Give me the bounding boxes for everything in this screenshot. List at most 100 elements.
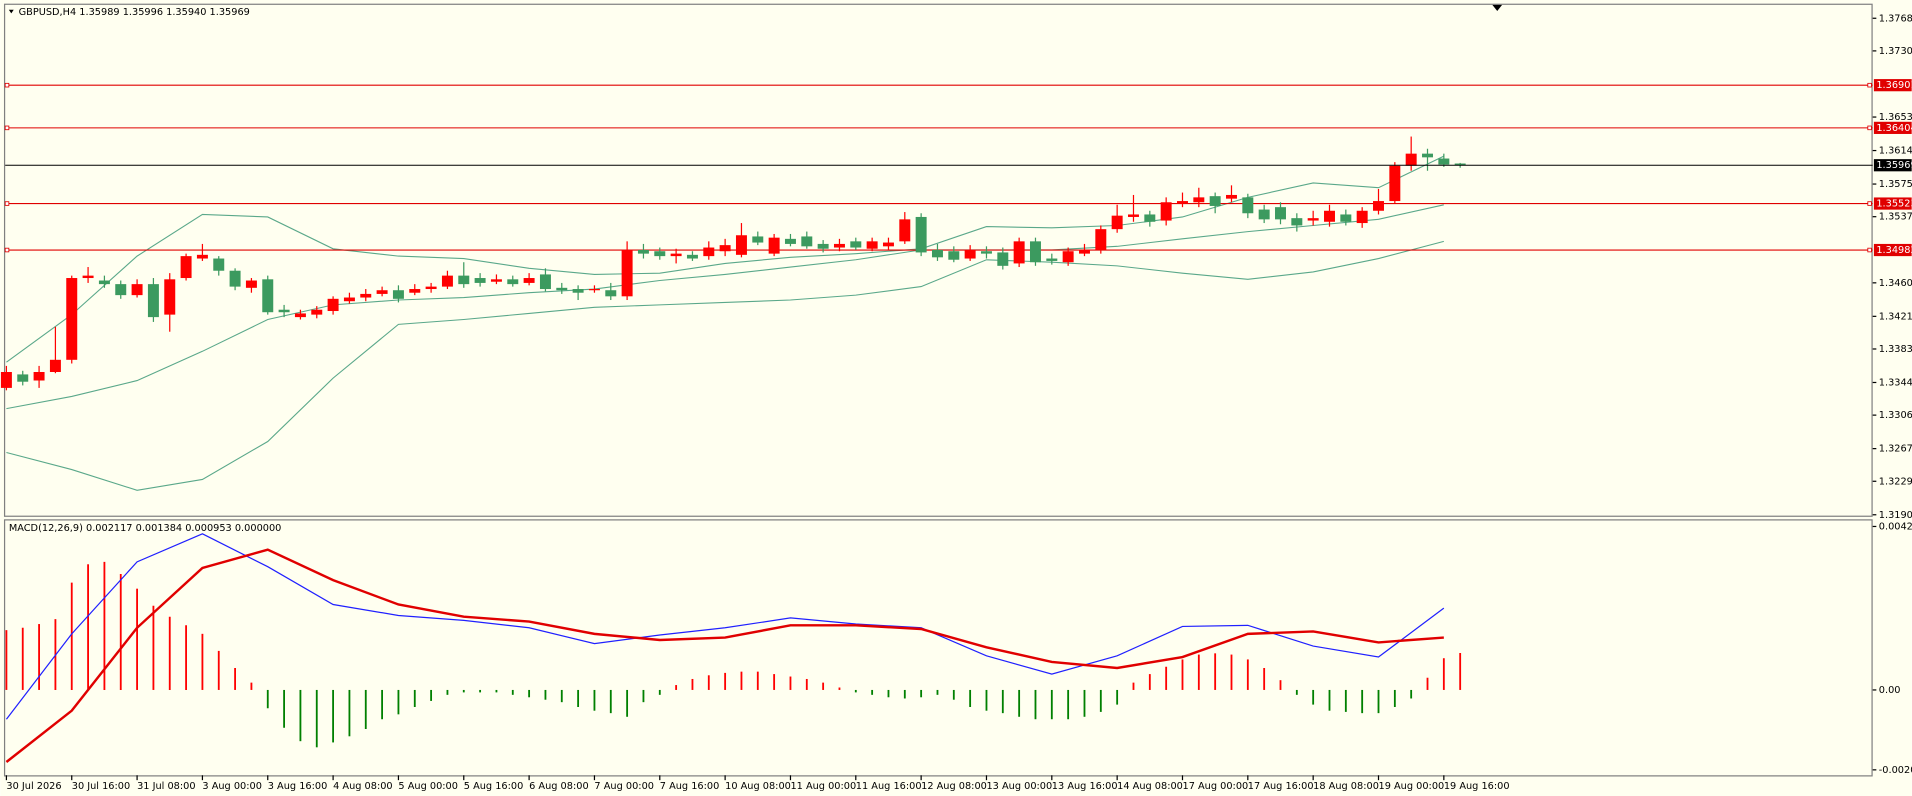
level-handle	[4, 82, 10, 88]
candle-body	[1177, 201, 1188, 204]
y-tick-label: 1.37680	[1879, 13, 1912, 24]
level-label: 1.34982	[1876, 245, 1912, 256]
menu-arrow	[8, 9, 14, 14]
x-tick-label: 6 Aug 08:00	[529, 781, 589, 792]
candle-body	[1062, 251, 1074, 263]
candle-body	[964, 249, 976, 259]
y-tick-label: 1.33440	[1879, 377, 1912, 388]
level-handle	[4, 125, 10, 131]
candle-body	[1258, 209, 1270, 220]
candle-body	[735, 235, 747, 255]
x-tick-label: 13 Aug 16:00	[1052, 781, 1118, 792]
candle-body	[376, 290, 388, 294]
y-tick-label: 1.34210	[1879, 311, 1912, 322]
candle-body	[1438, 158, 1450, 165]
candle-body	[441, 275, 453, 287]
candle-body	[539, 274, 551, 290]
candle-body	[17, 374, 29, 382]
level-label-box	[1873, 243, 1912, 257]
candle-body	[866, 241, 878, 249]
y-tick-label: 1.35370	[1879, 212, 1912, 223]
x-tick-label: 13 Aug 00:00	[986, 781, 1052, 792]
candle-body	[523, 278, 535, 283]
candle-body	[1193, 197, 1205, 203]
candle-body	[311, 309, 323, 315]
candle-body	[931, 249, 943, 258]
x-tick-label: 10 Aug 08:00	[725, 781, 791, 792]
bollinger-middle	[6, 204, 1444, 410]
candle-body	[409, 289, 421, 293]
candle-body	[1013, 241, 1025, 264]
candle-body	[1127, 214, 1139, 217]
level-handle	[1867, 247, 1872, 253]
candle-body	[1209, 196, 1221, 206]
candle-body	[213, 258, 225, 271]
candle-body	[1324, 210, 1335, 222]
candle-body	[1226, 194, 1237, 199]
y-tick-label: 0.004215	[1879, 521, 1912, 532]
candle-body	[833, 243, 845, 248]
candle-body	[0, 372, 12, 388]
candle-body	[147, 284, 159, 318]
candle-body	[33, 372, 45, 381]
candle-body	[180, 256, 192, 279]
level-handle	[1867, 201, 1872, 206]
candle-body	[1307, 218, 1319, 221]
x-tick-label: 31 Jul 08:00	[137, 781, 195, 792]
y-tick-label: -0.00206	[1879, 765, 1912, 776]
candle-body	[98, 280, 110, 285]
y-tick-label: 1.37300	[1879, 46, 1912, 57]
price-panel-frame	[3, 3, 1873, 517]
candle-body	[1160, 202, 1172, 221]
level-label-box	[1873, 79, 1912, 92]
y-tick-label: 1.33830	[1879, 344, 1912, 355]
candle-body	[294, 313, 306, 318]
candle-body	[686, 254, 698, 259]
x-tick-label: 30 Jul 16:00	[72, 781, 130, 792]
macd-signal-line	[5, 548, 1444, 763]
candle-body	[882, 242, 894, 247]
candle-body	[556, 287, 568, 291]
x-tick-label: 12 Aug 08:00	[921, 781, 987, 792]
level-handle	[1867, 82, 1872, 88]
candle-body	[915, 216, 927, 253]
candle-body	[360, 293, 372, 298]
candle-body	[605, 290, 617, 297]
x-tick-label: 30 Jul 2026	[6, 781, 61, 792]
y-tick-label: 1.33060	[1879, 410, 1912, 421]
candle-body	[850, 241, 862, 248]
candle-body	[768, 237, 780, 254]
current-price-label: 1.35969	[1876, 160, 1912, 171]
x-tick-label: 11 Aug 00:00	[790, 781, 856, 792]
candle-body	[670, 253, 682, 257]
y-tick-label: 1.35750	[1879, 179, 1912, 190]
candle-body	[115, 284, 127, 296]
candle-body	[784, 238, 796, 244]
candle-body	[637, 249, 649, 254]
candle-body	[719, 245, 731, 252]
macd-panel-frame	[3, 519, 1873, 777]
price-title: GBPUSD,H4 1.35989 1.35996 1.35940 1.3596…	[19, 7, 250, 18]
x-tick-label: 7 Aug 00:00	[594, 781, 654, 792]
candle-body	[1029, 241, 1041, 263]
candle-body	[980, 251, 992, 254]
x-tick-label: 5 Aug 00:00	[398, 781, 458, 792]
candle-body	[1405, 153, 1417, 166]
candle-body	[654, 251, 666, 257]
candle-body	[49, 359, 61, 373]
candle-body	[1242, 197, 1254, 214]
x-tick-label: 3 Aug 16:00	[268, 781, 328, 792]
x-tick-label: 4 Aug 08:00	[333, 781, 393, 792]
candle-body	[572, 289, 584, 293]
candle-body	[425, 286, 437, 290]
candle-body	[703, 247, 715, 257]
x-tick-label: 19 Aug 00:00	[1379, 781, 1445, 792]
candle-body	[458, 275, 470, 285]
candle-body	[1422, 153, 1433, 158]
candle-body	[621, 249, 633, 297]
x-tick-label: 7 Aug 16:00	[660, 781, 720, 792]
candle-body	[507, 279, 519, 285]
